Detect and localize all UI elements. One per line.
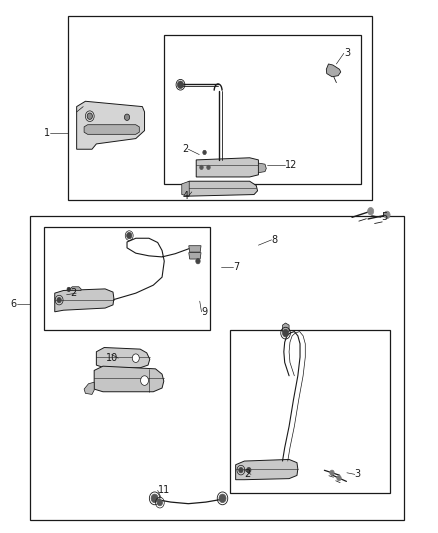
Text: 5: 5: [381, 213, 387, 222]
Polygon shape: [326, 64, 341, 77]
Polygon shape: [184, 181, 258, 196]
Text: 1: 1: [44, 128, 50, 138]
Circle shape: [247, 467, 251, 473]
Polygon shape: [258, 163, 266, 173]
Text: 12: 12: [285, 160, 297, 170]
Text: 2: 2: [182, 144, 188, 154]
Circle shape: [141, 376, 148, 385]
Circle shape: [132, 354, 139, 362]
Polygon shape: [283, 323, 289, 332]
Bar: [30, 216, 404, 520]
Polygon shape: [68, 287, 81, 290]
Circle shape: [330, 470, 334, 475]
Text: 2: 2: [245, 470, 251, 479]
Polygon shape: [55, 289, 114, 312]
Bar: [68, 16, 372, 200]
Circle shape: [151, 494, 158, 503]
Circle shape: [283, 329, 289, 337]
Text: 8: 8: [272, 235, 278, 245]
Circle shape: [124, 114, 130, 120]
Text: 6: 6: [11, 299, 17, 309]
Circle shape: [219, 494, 226, 503]
Text: 3: 3: [344, 49, 350, 58]
Text: 7: 7: [233, 262, 240, 271]
Bar: [44, 227, 210, 330]
Circle shape: [67, 287, 71, 292]
Circle shape: [337, 475, 341, 481]
Bar: [164, 35, 361, 184]
Text: 10: 10: [106, 353, 118, 363]
Circle shape: [384, 211, 390, 219]
Circle shape: [127, 232, 132, 239]
Polygon shape: [77, 101, 145, 149]
Circle shape: [87, 113, 92, 119]
Circle shape: [367, 207, 374, 215]
Circle shape: [203, 150, 206, 155]
Circle shape: [157, 499, 162, 506]
Bar: [230, 330, 390, 493]
Circle shape: [239, 467, 243, 473]
Circle shape: [177, 81, 184, 88]
Text: 11: 11: [158, 486, 170, 495]
Text: 2: 2: [70, 288, 76, 298]
Polygon shape: [96, 348, 150, 368]
Text: 3: 3: [355, 470, 361, 479]
Polygon shape: [189, 246, 201, 252]
Polygon shape: [236, 459, 298, 480]
Polygon shape: [94, 366, 164, 392]
Circle shape: [207, 165, 210, 169]
Polygon shape: [84, 125, 139, 134]
Polygon shape: [84, 382, 94, 394]
Circle shape: [196, 259, 200, 264]
Polygon shape: [196, 158, 258, 177]
Text: 9: 9: [201, 307, 208, 317]
Circle shape: [200, 165, 203, 169]
Text: 4: 4: [182, 191, 188, 201]
Polygon shape: [182, 181, 189, 196]
Circle shape: [57, 297, 61, 303]
Polygon shape: [189, 253, 201, 259]
